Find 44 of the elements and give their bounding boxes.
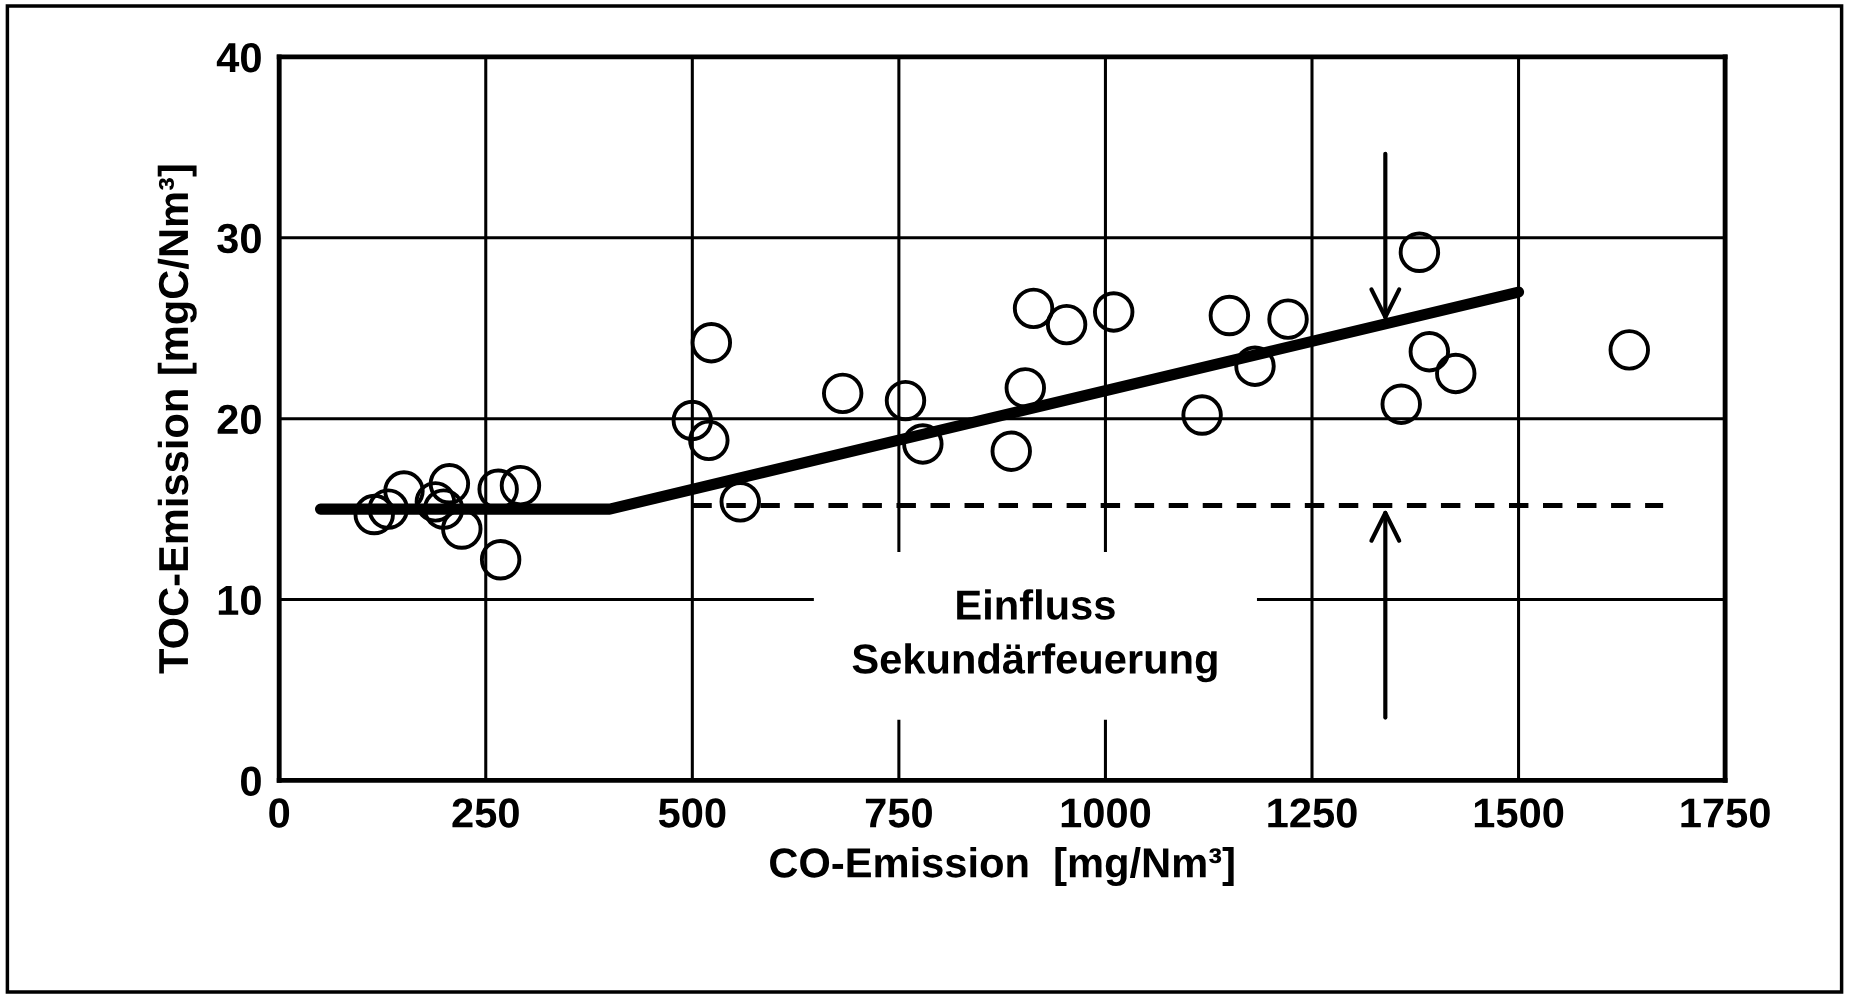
x-tick-label: 1000 — [1061, 798, 1151, 828]
point — [1012, 287, 1055, 330]
point — [1380, 383, 1422, 425]
point — [1234, 345, 1276, 387]
point — [1181, 394, 1223, 436]
point — [1435, 352, 1477, 395]
point — [690, 321, 733, 364]
x-tick-label: 750 — [865, 798, 932, 828]
y-tick-label: 20 — [217, 404, 261, 435]
point — [499, 464, 542, 507]
point — [367, 488, 409, 530]
point — [1408, 331, 1451, 373]
annotation: Einfluss Sekundärfeuerung — [852, 589, 1217, 683]
point — [1398, 231, 1441, 273]
x-tick-label: 1750 — [1681, 798, 1770, 828]
point — [1045, 303, 1088, 346]
x-axis-title: CO-Emission [mg/Nm³] — [770, 847, 1234, 887]
point — [414, 481, 457, 523]
y-tick-label: 40 — [216, 42, 261, 73]
y-tick-label: 30 — [217, 223, 261, 254]
point — [1608, 329, 1650, 371]
point — [902, 423, 944, 465]
point — [428, 463, 471, 505]
y-axis-title: TOC-Emission [mgC/Nm³] — [157, 165, 197, 674]
point — [353, 493, 395, 536]
point — [990, 430, 1032, 472]
point — [719, 481, 761, 523]
point — [479, 539, 522, 581]
point — [1267, 298, 1309, 340]
x-tick-label: 500 — [658, 798, 726, 828]
point — [688, 419, 730, 462]
point — [1208, 294, 1251, 337]
point — [671, 399, 714, 442]
point — [884, 379, 927, 422]
y-tick-label: 0 — [241, 766, 261, 796]
x-tick-label: 0 — [269, 798, 290, 828]
point — [1004, 367, 1046, 409]
y-tick-label: 10 — [218, 585, 261, 616]
x-tick-label: 250 — [452, 798, 519, 828]
point — [821, 372, 864, 415]
point — [422, 488, 465, 530]
x-tick-label: 1250 — [1268, 798, 1357, 828]
x-tick-label: 1500 — [1474, 798, 1564, 828]
point — [1093, 291, 1135, 333]
